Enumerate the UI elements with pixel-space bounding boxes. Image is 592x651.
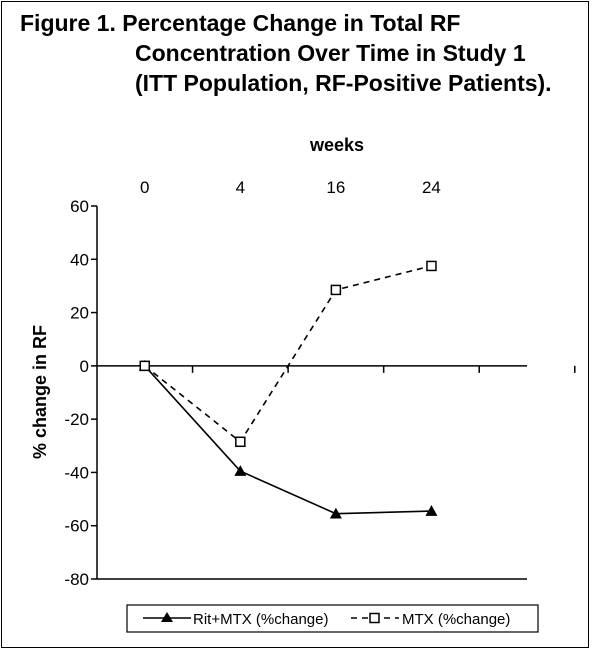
x-axis-title: weeks	[309, 135, 364, 155]
x-tick-label: 0	[140, 178, 149, 197]
data-point-triangle	[425, 505, 438, 516]
y-tick-label: -80	[64, 570, 89, 589]
y-tick-label: 20	[70, 304, 89, 323]
legend: Rit+MTX (%change) MTX (%change)	[126, 604, 539, 633]
title-line-2: Concentration Over Time in Study 1	[135, 40, 526, 66]
legend-label: Rit+MTX (%change)	[193, 611, 328, 628]
legend-swatch-square	[369, 612, 380, 624]
y-tick-label: 0	[80, 357, 89, 376]
axes-group: 60 40 20 0 -20 -40 -60 -80 0 4 16 24	[64, 178, 576, 589]
title-line-3: (ITT Population, RF-Positive Patients).	[135, 70, 552, 96]
legend-box	[126, 604, 539, 633]
y-tick-label: -20	[64, 410, 89, 429]
data-point-triangle	[329, 507, 342, 519]
series-group	[138, 260, 438, 519]
series-line	[144, 265, 432, 443]
x-tick-label: 24	[422, 178, 441, 197]
figure-title: Figure 1. Percentage Change in Total RF …	[20, 8, 590, 98]
legend-swatch-triangle	[161, 612, 173, 622]
y-tick-label: 60	[70, 197, 89, 216]
y-tick-label: -60	[64, 517, 89, 536]
y-tick-label: 40	[70, 250, 89, 269]
data-point-square	[139, 360, 151, 372]
data-point-square	[330, 284, 342, 296]
x-tick-label: 16	[326, 178, 345, 197]
x-tick-label: 4	[236, 178, 245, 197]
y-tick-label: -40	[64, 463, 89, 482]
title-line-1: Figure 1. Percentage Change in Total RF	[20, 10, 461, 36]
data-point-triangle	[234, 465, 247, 476]
y-axis-title: % change in RF	[30, 325, 50, 459]
legend-label: MTX (%change)	[402, 611, 510, 628]
data-point-square	[426, 260, 437, 272]
data-point-square	[235, 436, 246, 448]
series-line	[144, 365, 432, 515]
